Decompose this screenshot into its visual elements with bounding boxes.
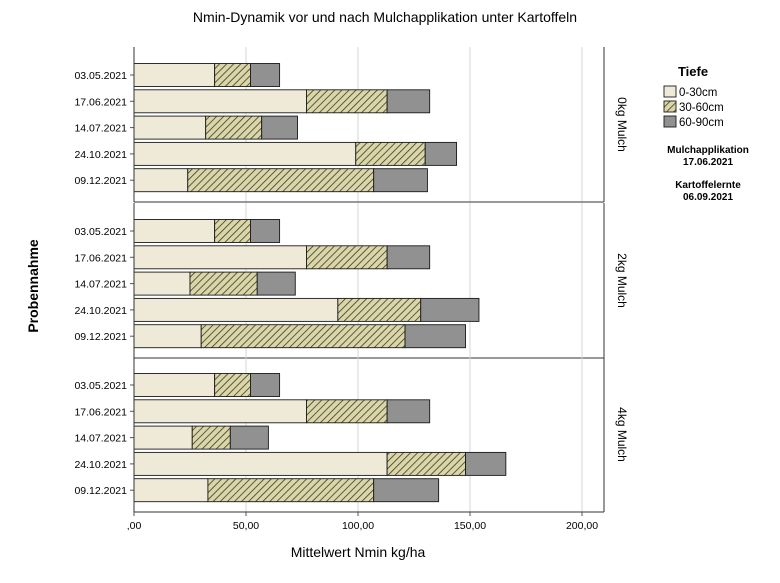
bar-segment xyxy=(214,63,251,87)
annotation-harvest-line1: Kartoffelernte xyxy=(675,180,741,191)
bar-segment xyxy=(250,219,281,243)
legend-swatch xyxy=(663,100,677,113)
annotation-harvest-line2: 06.09.2021 xyxy=(683,192,733,203)
bar-segment xyxy=(133,478,209,503)
bar-segment xyxy=(187,168,375,193)
bar-segment xyxy=(261,115,298,140)
bar-segment xyxy=(133,168,189,193)
bar-segment xyxy=(133,245,307,270)
panel-2: 03.05.2021 17.06.2021 14.07.2021 24.10.2021… xyxy=(74,357,629,513)
bar-segment xyxy=(229,425,269,450)
bar-segment xyxy=(133,141,357,166)
bar-segment xyxy=(250,63,281,87)
bar-segment xyxy=(133,399,307,424)
bar-segment xyxy=(404,324,466,349)
bar-segment xyxy=(306,89,388,114)
category-label: 24.10.2021 xyxy=(74,459,127,471)
panels-layer: 03.05.2021 17.06.2021 14.07.2021 24.10.2021… xyxy=(74,47,629,513)
bar-segment xyxy=(133,373,216,397)
chart-title: Nmin-Dynamik vor und nach Mulchapplikati… xyxy=(193,9,577,25)
panel-0: 03.05.2021 17.06.2021 14.07.2021 24.10.2021… xyxy=(74,47,629,203)
category-label: 03.05.2021 xyxy=(74,226,127,238)
bar-segment xyxy=(420,297,480,322)
x-tick-label: 50,00 xyxy=(233,520,259,532)
panel-label: 2kg Mulch xyxy=(615,253,629,308)
legend-label: 60-90cm xyxy=(679,117,724,129)
bar-segment xyxy=(306,399,388,424)
bar-segment xyxy=(214,373,251,397)
panel-1: 03.05.2021 17.06.2021 14.07.2021 24.10.2021… xyxy=(74,203,629,359)
bar-segment xyxy=(373,478,440,503)
bar-segment xyxy=(133,115,207,140)
bar-segment xyxy=(214,219,251,243)
category-label: 03.05.2021 xyxy=(74,380,127,392)
category-label: 09.12.2021 xyxy=(74,175,127,187)
legend-swatch xyxy=(663,115,677,128)
bar-segment xyxy=(386,245,431,270)
bar-segment xyxy=(386,451,466,476)
annotations: Mulchapplikation 17.06.2021 Kartoffelern… xyxy=(667,145,749,203)
category-label: 09.12.2021 xyxy=(74,331,127,343)
y-axis-title: Probennahme xyxy=(25,239,41,333)
category-label: 24.10.2021 xyxy=(74,149,127,161)
category-label: 24.10.2021 xyxy=(74,305,127,317)
bar-segment xyxy=(205,115,263,140)
bar-segment xyxy=(207,478,375,503)
bar-segment xyxy=(133,297,339,322)
category-label: 17.06.2021 xyxy=(74,406,127,418)
legend: Tiefe 0-30cm 30-60cm 60-90cm xyxy=(663,64,724,129)
bar-segment xyxy=(191,425,231,450)
bar-segment xyxy=(133,451,388,476)
legend-items: 0-30cm 30-60cm 60-90cm xyxy=(663,85,724,129)
bar-segment xyxy=(386,399,431,424)
category-label: 17.06.2021 xyxy=(74,96,127,108)
bar-segment xyxy=(133,89,307,114)
x-tick-label: ,00 xyxy=(127,520,142,532)
x-tick-label: 200,00 xyxy=(566,520,598,532)
bar-segment xyxy=(200,324,406,349)
legend-label: 30-60cm xyxy=(679,102,724,114)
x-axis: ,00 50,00 100,00 150,00 200,00 xyxy=(127,512,598,532)
bar-segment xyxy=(337,297,422,322)
bar-segment xyxy=(355,141,426,166)
category-label: 14.07.2021 xyxy=(74,123,127,135)
category-label: 09.12.2021 xyxy=(74,485,127,497)
bar-segment xyxy=(250,373,281,397)
legend-label: 0-30cm xyxy=(679,87,717,99)
panel-label: 4kg Mulch xyxy=(615,407,629,462)
bar-segment xyxy=(256,271,296,296)
bar-segment xyxy=(373,168,428,193)
panel-label: 0kg Mulch xyxy=(615,97,629,152)
annotation-mulch-line2: 17.06.2021 xyxy=(683,157,733,168)
bar-segment xyxy=(133,425,193,450)
annotation-mulch-line1: Mulchapplikation xyxy=(667,145,749,156)
bar-segment xyxy=(465,451,507,476)
x-tick-label: 150,00 xyxy=(454,520,486,532)
bar-segment xyxy=(189,271,258,296)
bar-segment xyxy=(133,271,191,296)
category-label: 17.06.2021 xyxy=(74,252,127,264)
x-tick-label: 100,00 xyxy=(342,520,374,532)
legend-title: Tiefe xyxy=(678,64,708,79)
bar-segment xyxy=(133,324,202,349)
category-label: 14.07.2021 xyxy=(74,433,127,445)
bar-segment xyxy=(133,219,216,243)
bar-segment xyxy=(386,89,431,114)
legend-swatch xyxy=(663,85,677,98)
bar-segment xyxy=(133,63,216,87)
x-axis-title: Mittelwert Nmin kg/ha xyxy=(291,544,426,560)
category-label: 14.07.2021 xyxy=(74,279,127,291)
bar-segment xyxy=(306,245,388,270)
category-label: 03.05.2021 xyxy=(74,70,127,82)
bar-segment xyxy=(424,141,458,166)
